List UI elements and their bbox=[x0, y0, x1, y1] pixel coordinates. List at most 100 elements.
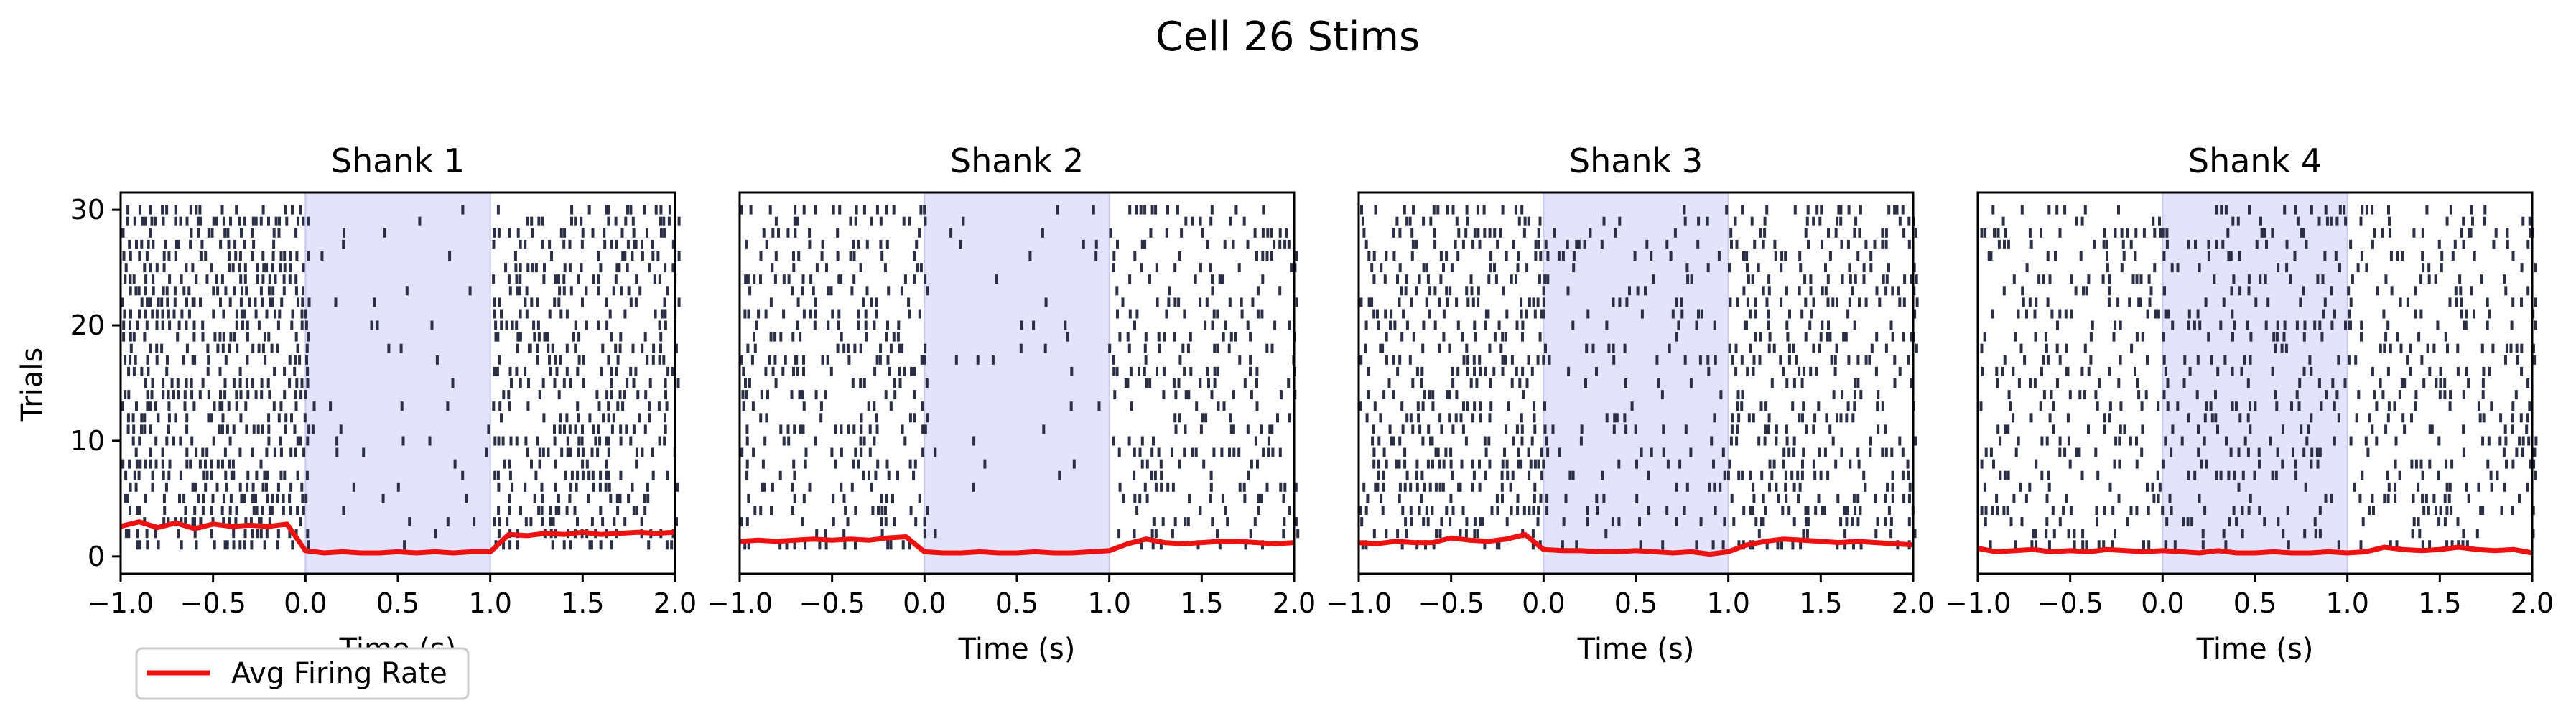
spike-mark bbox=[778, 540, 782, 550]
spike-mark bbox=[1741, 205, 1744, 215]
spike-mark bbox=[210, 413, 213, 423]
spike-mark bbox=[2373, 228, 2376, 238]
spike-mark bbox=[2034, 332, 2037, 342]
spike-mark bbox=[342, 506, 345, 515]
spike-mark bbox=[553, 424, 556, 434]
spike-mark bbox=[1478, 239, 1482, 249]
spike-mark bbox=[2117, 378, 2121, 388]
spike-mark bbox=[1730, 493, 1734, 503]
spike-mark bbox=[1746, 366, 1749, 376]
spike-mark bbox=[1684, 424, 1688, 434]
spike-mark bbox=[2486, 320, 2489, 330]
spike-mark bbox=[2483, 216, 2486, 226]
spike-mark bbox=[519, 378, 522, 388]
spike-mark bbox=[1166, 205, 1169, 215]
spike-mark bbox=[651, 239, 654, 249]
spike-mark bbox=[1140, 263, 1143, 273]
spike-mark bbox=[854, 216, 857, 226]
spike-mark bbox=[1534, 251, 1538, 261]
spike-mark bbox=[1432, 205, 1436, 215]
spike-mark bbox=[1539, 251, 1543, 261]
spike-mark bbox=[2134, 251, 2137, 261]
spike-mark bbox=[2159, 228, 2162, 238]
spike-mark bbox=[1630, 401, 1634, 411]
spike-mark bbox=[2126, 228, 2129, 238]
spike-mark bbox=[2403, 424, 2407, 434]
spike-mark bbox=[2461, 540, 2465, 550]
spike-mark bbox=[2260, 228, 2264, 238]
y-axis-label: Trials bbox=[16, 348, 49, 422]
spike-mark bbox=[913, 274, 916, 284]
spike-mark bbox=[515, 274, 519, 284]
spike-mark bbox=[552, 517, 555, 527]
spike-mark bbox=[1683, 355, 1687, 365]
spike-mark bbox=[923, 517, 926, 527]
spike-mark bbox=[638, 286, 642, 296]
spike-mark bbox=[1411, 378, 1415, 388]
spike-mark bbox=[215, 482, 219, 492]
spike-mark bbox=[256, 263, 259, 273]
spike-mark bbox=[2277, 517, 2280, 527]
spike-mark bbox=[1428, 482, 1432, 492]
spike-mark bbox=[2324, 205, 2328, 215]
spike-mark bbox=[795, 355, 799, 365]
spike-mark bbox=[243, 540, 246, 550]
spike-mark bbox=[2534, 436, 2538, 446]
spike-mark bbox=[1157, 332, 1161, 342]
spike-mark bbox=[446, 517, 450, 527]
spike-mark bbox=[2511, 459, 2515, 469]
spike-mark bbox=[240, 228, 243, 238]
spike-mark bbox=[263, 470, 266, 480]
spike-mark bbox=[1775, 482, 1778, 492]
spike-mark bbox=[1382, 482, 1385, 492]
spike-mark bbox=[1913, 309, 1917, 319]
spike-mark bbox=[1184, 517, 1187, 527]
spike-mark bbox=[576, 401, 580, 411]
spike-mark bbox=[787, 436, 791, 446]
spike-mark bbox=[2214, 413, 2218, 423]
spike-mark bbox=[2386, 320, 2390, 330]
spike-mark bbox=[2058, 517, 2062, 527]
spike-mark bbox=[2439, 506, 2442, 515]
spike-mark bbox=[1864, 355, 1868, 365]
spike-mark bbox=[2162, 251, 2166, 261]
spike-mark bbox=[2280, 343, 2284, 353]
spike-mark bbox=[515, 320, 519, 330]
spike-mark bbox=[1708, 482, 1711, 492]
spike-mark bbox=[615, 366, 618, 376]
spike-mark bbox=[2293, 251, 2297, 261]
spike-mark bbox=[2373, 390, 2376, 400]
spike-mark bbox=[742, 401, 745, 411]
spike-mark bbox=[1487, 309, 1490, 319]
spike-mark bbox=[1127, 436, 1131, 446]
spike-mark bbox=[2050, 309, 2054, 319]
spike-mark bbox=[1558, 447, 1561, 457]
spike-mark bbox=[667, 216, 671, 226]
spike-mark bbox=[2004, 424, 2007, 434]
spike-mark bbox=[2387, 205, 2390, 215]
spike-mark bbox=[2382, 309, 2386, 319]
spike-mark bbox=[276, 529, 280, 539]
spike-mark bbox=[1448, 390, 1451, 400]
spike-mark bbox=[1436, 205, 1440, 215]
spike-mark bbox=[2028, 482, 2032, 492]
spike-mark bbox=[2197, 447, 2200, 457]
spike-mark bbox=[1474, 332, 1477, 342]
spike-mark bbox=[2371, 366, 2374, 376]
spike-mark bbox=[1515, 424, 1519, 434]
spike-mark bbox=[509, 436, 513, 446]
spike-mark bbox=[1489, 263, 1492, 273]
spike-mark bbox=[2371, 493, 2374, 503]
spike-mark bbox=[1478, 482, 1482, 492]
spike-mark bbox=[179, 216, 182, 226]
spike-mark bbox=[362, 447, 366, 457]
spike-mark bbox=[2375, 401, 2379, 411]
spike-mark bbox=[1473, 517, 1477, 527]
spike-mark bbox=[235, 401, 238, 411]
spike-mark bbox=[2389, 228, 2391, 238]
spike-mark bbox=[648, 378, 652, 388]
spike-mark bbox=[2349, 297, 2353, 307]
spike-mark bbox=[763, 436, 767, 446]
spike-mark bbox=[744, 378, 747, 388]
